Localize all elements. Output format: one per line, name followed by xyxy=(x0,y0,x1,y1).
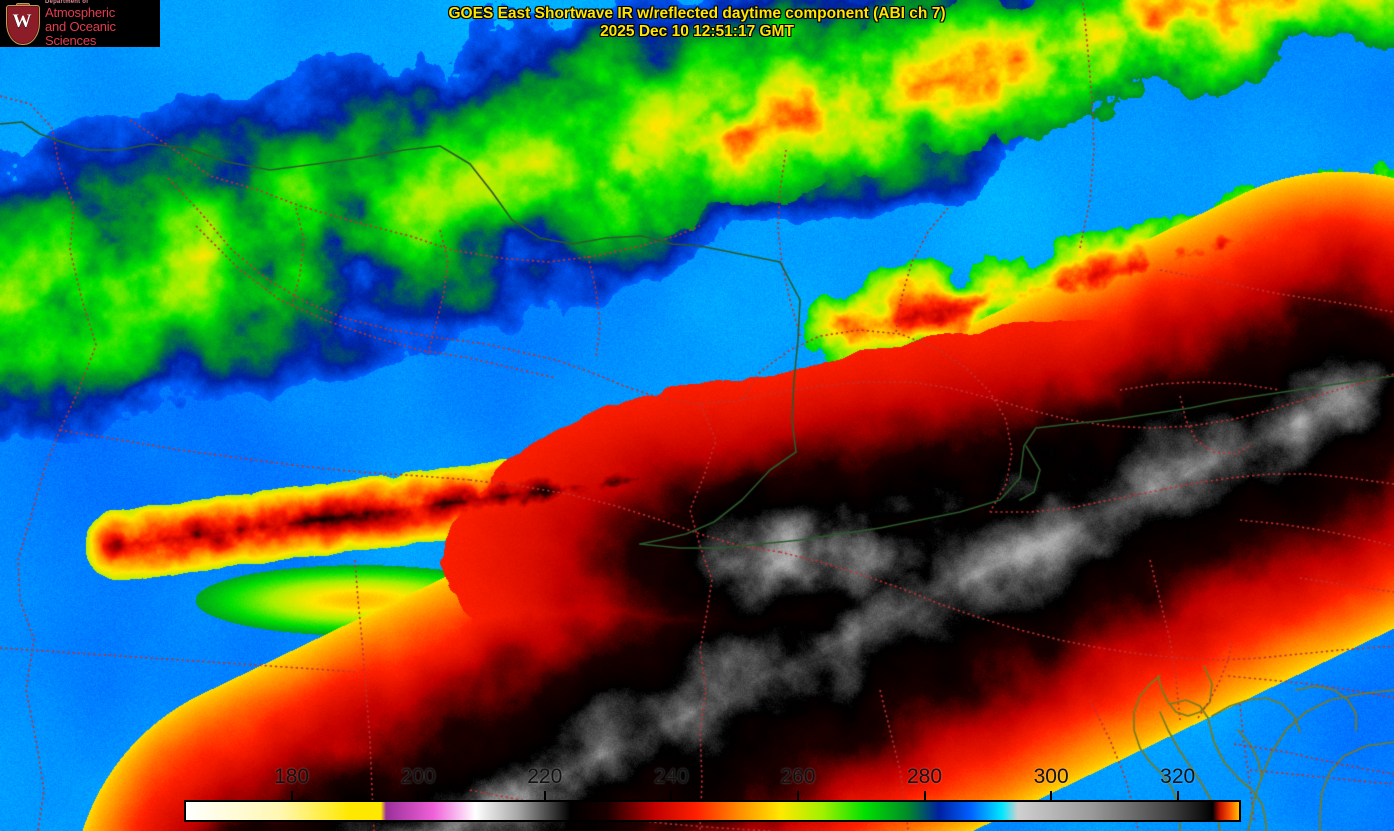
logo-department-line: Department of xyxy=(45,0,89,5)
temperature-colorbar[interactable] xyxy=(184,800,1241,822)
crest-letter: W xyxy=(12,10,32,32)
uw-crest-icon: W xyxy=(5,2,40,45)
colorbar-gradient xyxy=(186,802,1239,820)
logo-line-2: and Oceanic Sciences xyxy=(45,19,116,48)
logo-text-block: Department of Atmospheric and Oceanic Sc… xyxy=(45,0,158,48)
uw-aos-logo: W Department of Atmospheric and Oceanic … xyxy=(0,0,160,48)
logo-line-1: Atmospheric xyxy=(45,5,116,20)
